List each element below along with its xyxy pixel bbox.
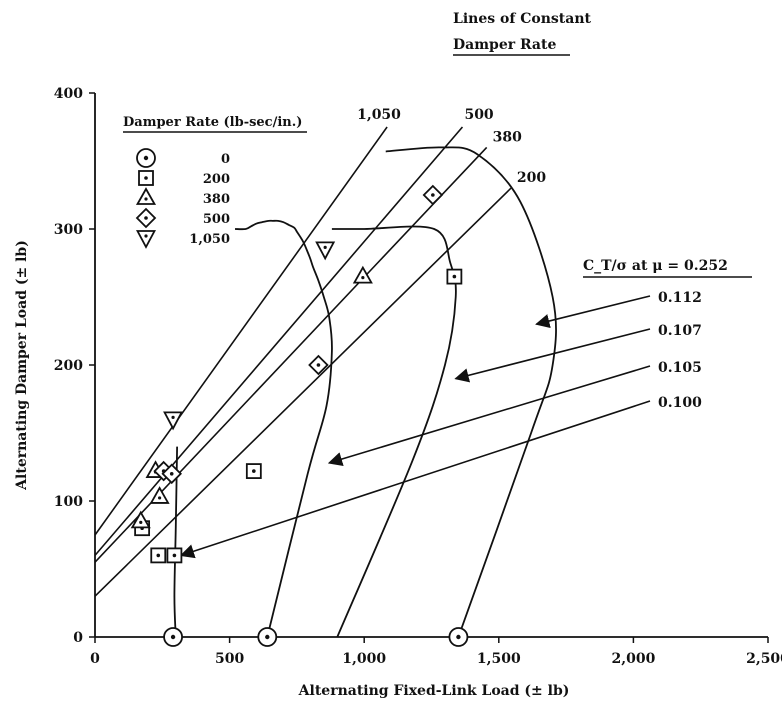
y-tick-label: 300 [54,222,83,238]
data-points [130,184,469,647]
x-axis-title: Alternating Fixed-Link Load (± lb) [298,683,570,699]
legend-title: Damper Rate (lb-sec/in.) [123,115,302,130]
thrust-label-0-112: 0.112 [658,290,702,306]
y-ticks: 0 100 200 300 400 [54,86,95,646]
rate-line-1-050 [94,126,388,536]
thrust-arrow-0-105 [327,365,651,467]
point-square-dot [150,547,167,564]
thrust-header: C_T/σ at μ = 0.252 [583,258,728,274]
point-diamond [161,463,182,485]
x-tick-label: 1,500 [477,651,521,667]
thrust-header-text: C_T/σ at μ = 0.252 [583,258,728,274]
point-square-dot [166,547,183,564]
point-triangle-up [130,510,151,529]
rate-line-label-500: 500 [464,107,493,123]
rate-line-label-380: 380 [493,129,522,145]
x-ticks: 0 500 1,000 1,500 2,000 2,500 [90,637,782,667]
point-diamond [308,354,329,376]
thrust-curves [173,146,557,638]
legend-marker-circle-dot [136,148,156,168]
legend-label-0: 0 [221,152,230,167]
x-tick-label: 500 [215,651,244,667]
axes: 0 500 1,000 1,500 2,000 2,500 0 100 200 300 400 [54,86,782,667]
thrust-curve-0-107 [331,225,457,638]
x-tick-label: 2,500 [746,651,782,667]
rate-line-200 [94,187,512,597]
point-diamond [422,184,444,206]
rate-line-500 [94,126,464,556]
thrust-label-0-105: 0.105 [658,360,702,376]
thrust-label-0-107: 0.107 [658,323,702,339]
y-tick-label: 0 [73,630,83,646]
point-square-dot [446,268,463,285]
legend-marker-diamond [135,207,157,229]
legend-marker-triangle-up [135,187,157,205]
thrust-curve-0-105 [234,219,333,638]
y-tick-label: 100 [54,494,83,510]
point-circle-dot [163,627,183,647]
point-square-dot [245,463,262,479]
thrust-arrow-0-112 [535,295,651,329]
y-tick-label: 200 [54,358,83,374]
legend-label-200: 200 [203,172,230,187]
rate-line-label-200: 200 [517,170,546,186]
rate-lines-header-1: Lines of Constant [453,11,591,27]
rate-lines-header-2: Damper Rate [453,37,556,53]
thrust-arrows: 0.100 0.105 0.107 0.112 [179,290,702,559]
point-circle-dot [448,627,469,647]
thrust-arrow-0-100 [179,400,651,559]
legend-label-1-050: 1,050 [189,232,230,247]
point-circle-dot [257,627,278,647]
legend-marker-triangle-down [136,230,156,249]
thrust-arrow-0-107 [454,328,651,383]
x-tick-label: 0 [90,651,100,667]
rate-line-label-1-050: 1,050 [357,107,401,123]
x-tick-label: 1,000 [342,651,386,667]
thrust-curve-0-112 [385,146,557,638]
legend-label-380: 380 [203,192,230,207]
legend: Damper Rate (lb-sec/in.) 0 200 380 500 1,050 [123,115,307,249]
x-tick-label: 2,000 [611,651,655,667]
legend-label-500: 500 [203,212,230,227]
y-axis-title: Alternating Damper Load (± lb) [14,240,30,491]
point-triangle-down [163,411,184,431]
legend-marker-square-dot [138,170,154,186]
point-triangle-up [352,265,373,284]
point-triangle-down [315,241,336,261]
y-tick-label: 400 [54,86,83,102]
thrust-label-0-100: 0.100 [658,395,702,411]
point-triangle-up [149,486,170,504]
